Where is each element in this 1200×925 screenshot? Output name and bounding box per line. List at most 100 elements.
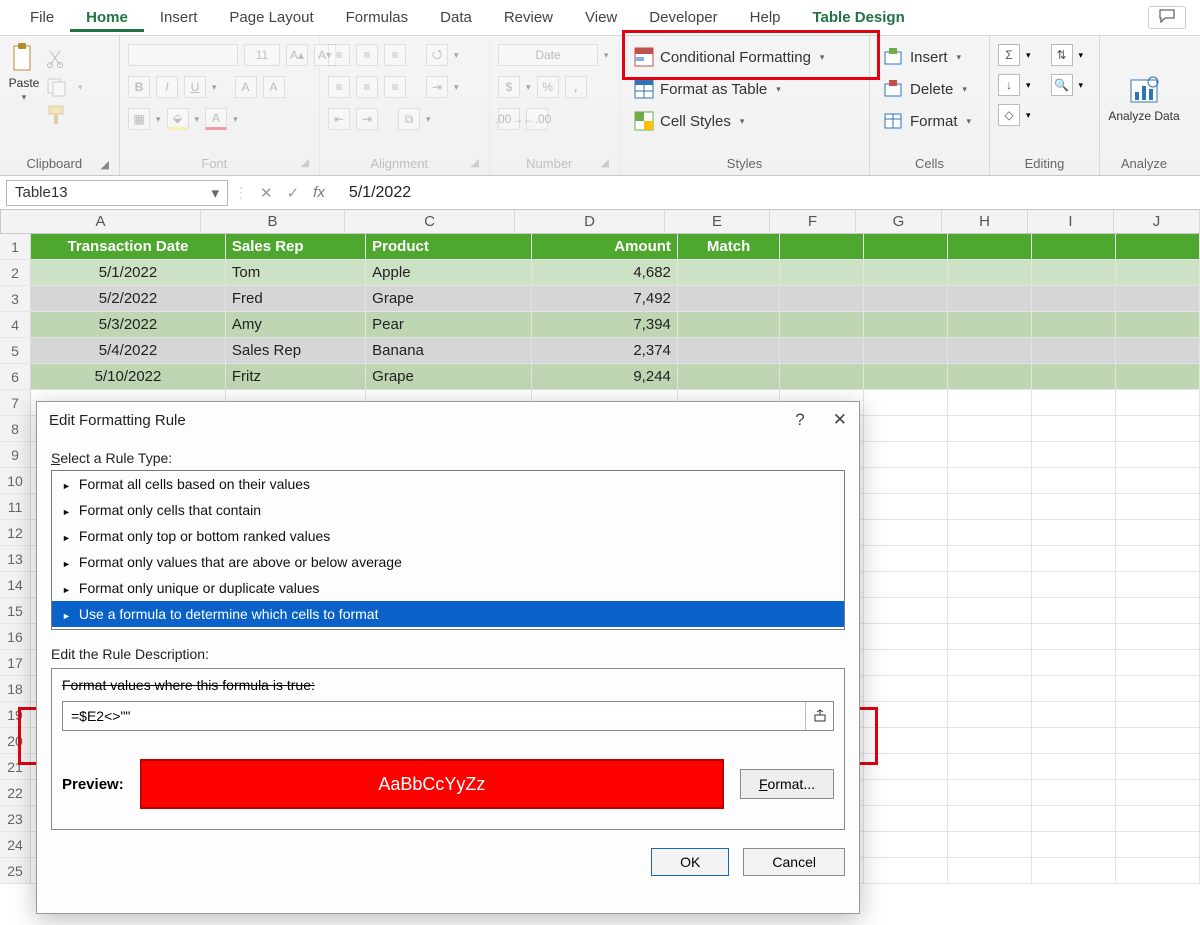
cell[interactable]: Fred bbox=[226, 286, 366, 312]
cell[interactable] bbox=[780, 338, 864, 364]
cell[interactable] bbox=[948, 728, 1032, 754]
cell[interactable] bbox=[1116, 468, 1200, 494]
row-header[interactable]: 25 bbox=[0, 858, 31, 884]
cell[interactable] bbox=[1032, 442, 1116, 468]
cell[interactable] bbox=[864, 390, 948, 416]
cell[interactable] bbox=[948, 780, 1032, 806]
cell[interactable]: Transaction Date bbox=[31, 234, 226, 260]
insert-cells-button[interactable]: Insert bbox=[878, 42, 967, 72]
cancel-formula-icon[interactable]: ✕ bbox=[260, 184, 273, 202]
cell[interactable] bbox=[948, 624, 1032, 650]
cell[interactable] bbox=[864, 312, 948, 338]
cell[interactable]: 5/3/2022 bbox=[31, 312, 226, 338]
cell[interactable] bbox=[948, 468, 1032, 494]
cell[interactable] bbox=[864, 546, 948, 572]
cell[interactable] bbox=[1116, 260, 1200, 286]
fx-icon[interactable]: fx bbox=[313, 184, 325, 201]
find-icon[interactable]: 🔍 bbox=[1051, 74, 1073, 96]
cell[interactable] bbox=[780, 286, 864, 312]
rule-type-option[interactable]: Format only cells that contain bbox=[52, 497, 844, 523]
rule-type-option[interactable]: Format only unique or duplicate values bbox=[52, 575, 844, 601]
cell[interactable] bbox=[1116, 546, 1200, 572]
rule-type-option[interactable]: Format only top or bottom ranked values bbox=[52, 523, 844, 549]
cell[interactable]: 5/1/2022 bbox=[31, 260, 226, 286]
rule-type-option[interactable]: Use a formula to determine which cells t… bbox=[52, 601, 844, 627]
column-header-D[interactable]: D bbox=[515, 210, 665, 234]
cell[interactable] bbox=[780, 234, 864, 260]
format-as-table-button[interactable]: Format as Table bbox=[628, 74, 787, 104]
cell[interactable]: Apple bbox=[366, 260, 532, 286]
cell[interactable]: Fritz bbox=[226, 364, 366, 390]
cell[interactable] bbox=[948, 416, 1032, 442]
cell[interactable] bbox=[780, 364, 864, 390]
formula-input[interactable] bbox=[63, 708, 805, 724]
cell[interactable] bbox=[1032, 494, 1116, 520]
cell[interactable] bbox=[1116, 286, 1200, 312]
comments-button[interactable] bbox=[1148, 6, 1186, 29]
cell[interactable] bbox=[1032, 416, 1116, 442]
cell[interactable] bbox=[864, 364, 948, 390]
cell[interactable] bbox=[1032, 858, 1116, 884]
cell[interactable]: Sales Rep bbox=[226, 234, 366, 260]
format-cells-button[interactable]: Format bbox=[878, 106, 977, 136]
cell[interactable]: Grape bbox=[366, 286, 532, 312]
cell[interactable] bbox=[678, 286, 780, 312]
tab-home[interactable]: Home bbox=[70, 3, 144, 32]
cell[interactable] bbox=[1032, 650, 1116, 676]
row-header[interactable]: 16 bbox=[0, 624, 31, 650]
column-header-C[interactable]: C bbox=[345, 210, 515, 234]
cell[interactable] bbox=[948, 806, 1032, 832]
cell[interactable]: 5/2/2022 bbox=[31, 286, 226, 312]
format-button[interactable]: Format... bbox=[740, 769, 834, 799]
cell[interactable] bbox=[948, 338, 1032, 364]
cell[interactable]: Amy bbox=[226, 312, 366, 338]
cell[interactable] bbox=[1116, 312, 1200, 338]
cell[interactable]: 5/4/2022 bbox=[31, 338, 226, 364]
cell[interactable]: Product bbox=[366, 234, 532, 260]
column-header-A[interactable]: A bbox=[1, 210, 201, 234]
tab-developer[interactable]: Developer bbox=[633, 3, 733, 32]
enter-formula-icon[interactable]: ✓ bbox=[287, 184, 300, 202]
analyze-data-button[interactable]: Analyze Data bbox=[1108, 74, 1179, 123]
cell[interactable] bbox=[1032, 780, 1116, 806]
cell[interactable] bbox=[780, 260, 864, 286]
row-header[interactable]: 7 bbox=[0, 390, 31, 416]
cell[interactable] bbox=[864, 650, 948, 676]
cell[interactable] bbox=[1116, 832, 1200, 858]
cell[interactable] bbox=[864, 338, 948, 364]
cell[interactable] bbox=[864, 416, 948, 442]
row-header[interactable]: 2 bbox=[0, 260, 31, 286]
paste-button[interactable]: Paste▾ bbox=[8, 42, 40, 103]
cell[interactable] bbox=[864, 598, 948, 624]
cell[interactable] bbox=[1032, 390, 1116, 416]
name-box[interactable]: Table13▾ bbox=[6, 180, 228, 206]
row-header[interactable]: 12 bbox=[0, 520, 31, 546]
cell[interactable] bbox=[948, 260, 1032, 286]
cell[interactable] bbox=[1032, 806, 1116, 832]
formula-bar-value[interactable]: 5/1/2022 bbox=[337, 184, 423, 202]
tab-view[interactable]: View bbox=[569, 3, 633, 32]
cell[interactable] bbox=[1116, 494, 1200, 520]
sort-filter-icon[interactable]: ⇅ bbox=[1051, 44, 1073, 66]
cell[interactable] bbox=[864, 702, 948, 728]
cell[interactable] bbox=[1032, 364, 1116, 390]
cell[interactable] bbox=[948, 234, 1032, 260]
cell[interactable] bbox=[1116, 806, 1200, 832]
row-header[interactable]: 18 bbox=[0, 676, 31, 702]
row-header[interactable]: 6 bbox=[0, 364, 31, 390]
row-header[interactable]: 1 bbox=[0, 234, 31, 260]
cell[interactable] bbox=[1116, 338, 1200, 364]
format-painter-icon[interactable] bbox=[46, 104, 68, 126]
cell[interactable] bbox=[864, 260, 948, 286]
row-header[interactable]: 5 bbox=[0, 338, 31, 364]
column-header-H[interactable]: H bbox=[942, 210, 1028, 234]
cell[interactable] bbox=[948, 650, 1032, 676]
cell[interactable] bbox=[864, 468, 948, 494]
cell[interactable] bbox=[864, 754, 948, 780]
row-header[interactable]: 10 bbox=[0, 468, 31, 494]
tab-file[interactable]: File bbox=[14, 3, 70, 32]
row-header[interactable]: 9 bbox=[0, 442, 31, 468]
cell[interactable] bbox=[864, 728, 948, 754]
column-header-G[interactable]: G bbox=[856, 210, 942, 234]
row-header[interactable]: 13 bbox=[0, 546, 31, 572]
